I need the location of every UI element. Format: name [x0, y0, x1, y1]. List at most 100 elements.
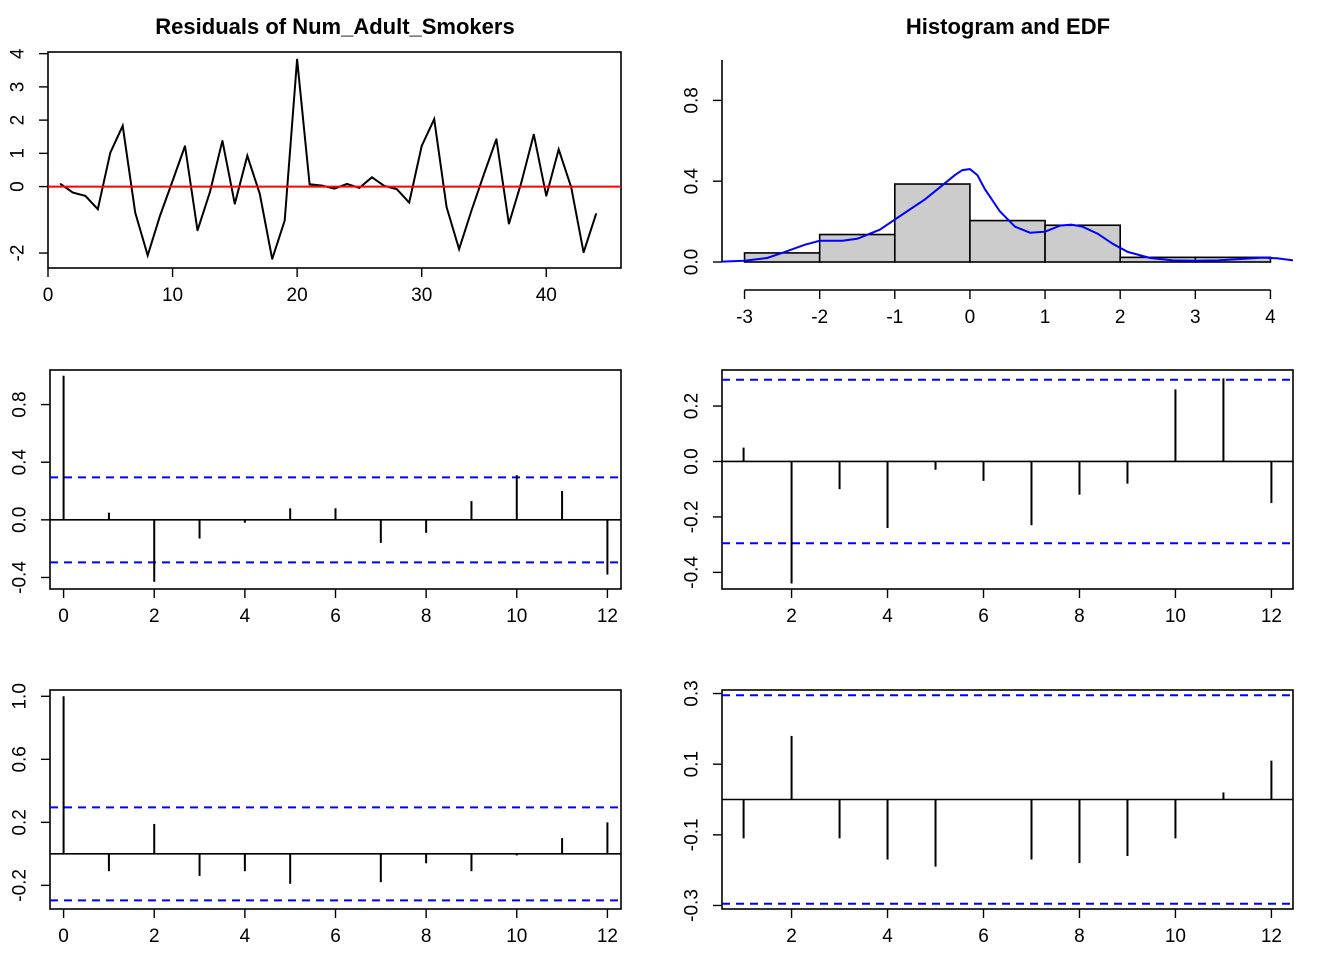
- plot-frame: [47, 51, 622, 269]
- x-tick-label: 8: [1074, 606, 1085, 627]
- y-tick-label: -0.2: [682, 501, 703, 534]
- acf-panel: 0 2 4 6 8 10 12 -0.4 0.0 0.4 0.8: [10, 369, 622, 627]
- residual-point: [483, 173, 485, 175]
- x-tick-label: -1: [886, 307, 903, 328]
- residual-point: [395, 188, 398, 191]
- residual-point: [508, 223, 510, 225]
- x-tick-label: 4: [240, 606, 251, 627]
- x-tick-label: 40: [536, 285, 557, 306]
- x-tick-label: 2: [786, 926, 797, 947]
- y-tick-label: 0.0: [10, 507, 31, 533]
- x-tick-label: 2: [1115, 307, 1126, 328]
- x-tick-label: 6: [330, 926, 341, 947]
- plot-frame: [49, 369, 622, 590]
- y-tick-label: 0.4: [682, 168, 703, 195]
- y-tick-label: 0.3: [682, 680, 703, 706]
- residual-point: [258, 193, 261, 195]
- residual-point: [159, 214, 161, 217]
- x-tick-label: 20: [287, 285, 308, 306]
- residual-point: [333, 187, 336, 190]
- histogram-bar: [1044, 224, 1121, 263]
- histogram-bar: [969, 219, 1046, 263]
- x-tick-label: 10: [506, 606, 527, 627]
- y-tick-label: 0.6: [10, 746, 31, 772]
- residual-point: [533, 133, 535, 136]
- residual-point: [146, 254, 149, 257]
- y-tick-label: 0.1: [682, 751, 703, 777]
- x-tick-label: 10: [1165, 606, 1186, 627]
- residual-point: [121, 124, 124, 127]
- residual-point: [458, 248, 460, 250]
- x-tick-label: 1: [1040, 307, 1051, 328]
- residual-point: [346, 183, 348, 185]
- residual-point: [520, 181, 523, 184]
- histogram-title: Histogram and EDF: [906, 14, 1110, 39]
- y-tick-label: -0.2: [10, 869, 31, 902]
- plot-frame: [49, 689, 622, 910]
- x-tick-label: 0: [58, 606, 69, 627]
- residual-point: [271, 258, 274, 260]
- residual-point: [308, 183, 311, 186]
- x-tick-label: 12: [1261, 926, 1282, 947]
- y-tick-label: 0: [8, 181, 29, 192]
- y-tick-label: 0.2: [10, 809, 31, 835]
- residual-point: [420, 145, 423, 147]
- x-tick-label: 8: [421, 926, 432, 947]
- residual-point: [545, 195, 548, 197]
- x-tick-label: 8: [1074, 926, 1085, 947]
- x-tick-label: 10: [1165, 926, 1186, 947]
- y-tick-label: 0.0: [682, 249, 703, 275]
- histogram-panel: -3 -2 -1 0 1 2 3 4 0.0 0.4 0.8: [682, 60, 1294, 328]
- residual-point: [59, 183, 62, 185]
- residual-point: [72, 191, 74, 194]
- residual-point: [296, 58, 298, 61]
- histogram-bar: [894, 183, 971, 263]
- y-tick-label: 1: [8, 148, 29, 159]
- x-tick-label: -2: [811, 307, 828, 328]
- y-tick-label: -2: [8, 245, 29, 262]
- y-tick-label: 0.2: [682, 393, 703, 419]
- residual-series-line: [59, 59, 598, 260]
- residual-point: [134, 211, 136, 214]
- residual-point: [171, 180, 174, 182]
- acf-squared-panel: 0 2 4 6 8 10 12 -0.2 0.2 0.6 1.0: [10, 683, 622, 947]
- residual-point: [196, 229, 199, 232]
- plot-frame: [721, 369, 1294, 590]
- pacf-squared-panel: 2 4 6 8 10 12 -0.3 -0.1 0.1 0.3: [682, 680, 1294, 947]
- residual-point: [221, 139, 224, 142]
- x-tick-label: 0: [965, 307, 976, 328]
- x-tick-label: 0: [43, 285, 54, 306]
- x-tick-label: 0: [58, 926, 69, 947]
- x-tick-label: 6: [330, 606, 341, 627]
- x-tick-label: 4: [882, 606, 893, 627]
- y-tick-label: -0.1: [682, 818, 703, 851]
- residual-point: [97, 208, 99, 210]
- y-tick-label: 4: [8, 48, 29, 59]
- y-tick-label: 1.0: [10, 683, 31, 709]
- residual-point: [445, 206, 448, 208]
- x-tick-label: 2: [786, 606, 797, 627]
- x-tick-label: 4: [240, 926, 251, 947]
- x-tick-label: 2: [149, 606, 160, 627]
- y-tick-label: 0.8: [10, 391, 31, 417]
- x-tick-label: -3: [736, 307, 753, 328]
- x-tick-label: 30: [411, 285, 432, 306]
- pacf-panel: 2 4 6 8 10 12 -0.4 -0.2 0.0 0.2: [682, 369, 1294, 627]
- x-tick-label: 10: [162, 285, 183, 306]
- x-tick-label: 2: [149, 926, 160, 947]
- residual-point: [408, 201, 411, 204]
- density-curve: [721, 168, 1294, 263]
- x-tick-label: 6: [978, 606, 989, 627]
- residual-point: [209, 191, 211, 194]
- residual-point: [184, 145, 186, 147]
- x-tick-label: 10: [506, 926, 527, 947]
- residual-point: [557, 148, 560, 151]
- y-tick-label: -0.3: [682, 889, 703, 922]
- residuals-title: Residuals of Num_Adult_Smokers: [155, 14, 514, 39]
- residual-point: [470, 209, 473, 212]
- residual-point: [283, 219, 286, 222]
- residual-point: [84, 195, 87, 197]
- x-tick-label: 8: [421, 606, 432, 627]
- x-tick-label: 6: [978, 926, 989, 947]
- residuals-panel: 0 10 20 30 40 -2 0 1 2 3 4: [8, 48, 622, 306]
